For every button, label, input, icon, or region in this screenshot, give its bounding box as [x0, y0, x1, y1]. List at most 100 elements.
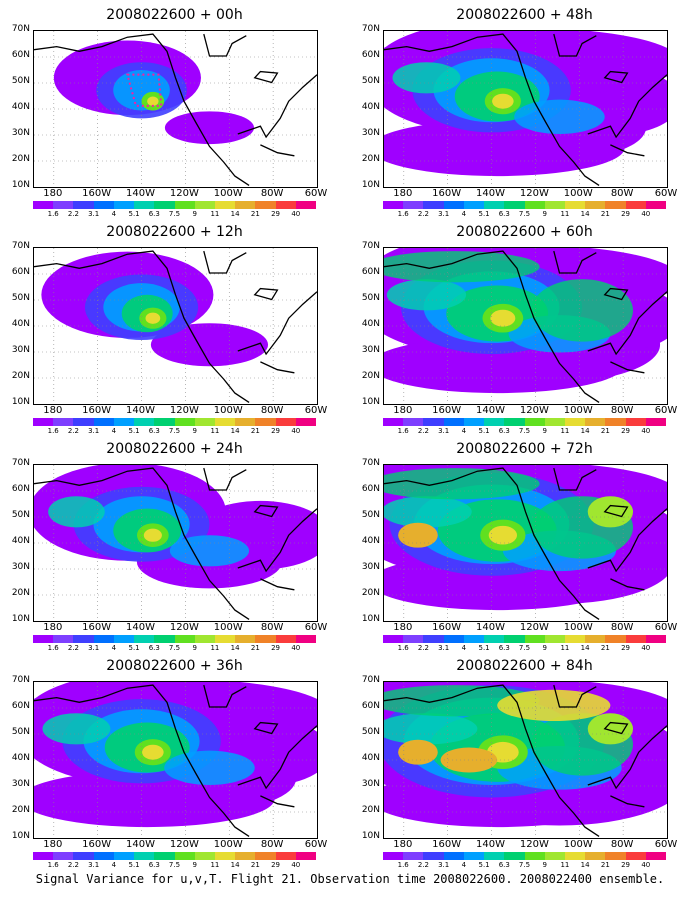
colorbar-swatch — [605, 852, 626, 860]
panel-title: 2008022600 + 00h — [106, 7, 243, 23]
map-canvas — [34, 248, 317, 404]
colorbar-label: 6.3 — [498, 427, 510, 435]
colorbar — [383, 201, 667, 209]
colorbar — [383, 418, 667, 426]
colorbar-label: 6.3 — [498, 644, 510, 652]
colorbar — [33, 418, 317, 426]
colorbar-swatch — [564, 852, 586, 860]
variance-contour — [384, 251, 540, 283]
lat-tick-label: 20N — [11, 805, 30, 815]
variance-contour — [384, 468, 540, 500]
colorbar-label: 4 — [111, 427, 117, 435]
colorbar-swatch — [53, 201, 74, 209]
lat-tick-label: 20N — [11, 154, 30, 164]
colorbar-swatch — [154, 852, 175, 860]
colorbar-swatch — [383, 418, 404, 426]
colorbar-swatch — [585, 635, 606, 643]
colorbar-label: 14 — [580, 210, 590, 218]
colorbar-label: 3.1 — [88, 861, 100, 869]
colorbar-swatch — [174, 201, 195, 209]
colorbar-swatch — [174, 852, 195, 860]
colorbar-label: 5.1 — [128, 861, 140, 869]
lat-tick-label: 60N — [361, 484, 380, 494]
colorbar-swatch — [504, 852, 525, 860]
panel-title: 2008022600 + 12h — [106, 224, 243, 240]
colorbar-swatch — [295, 635, 317, 643]
colorbar-label: 11 — [560, 427, 570, 435]
colorbar-label: 11 — [560, 210, 570, 218]
colorbar-swatch — [33, 635, 54, 643]
colorbar-swatch — [53, 635, 74, 643]
coastline — [34, 33, 317, 186]
colorbar-label: 29 — [271, 644, 281, 652]
colorbar-swatch — [645, 635, 667, 643]
variance-contour — [150, 323, 269, 367]
colorbar-swatch — [524, 201, 545, 209]
colorbar-swatch — [93, 635, 114, 643]
colorbar-label: 11 — [210, 861, 220, 869]
colorbar-swatch — [423, 418, 444, 426]
variance-map — [383, 681, 668, 839]
colorbar-label: 4 — [461, 427, 467, 435]
colorbar-label: 11 — [560, 861, 570, 869]
variance-contour — [497, 689, 611, 721]
colorbar-swatch — [544, 852, 565, 860]
variance-contour — [384, 119, 625, 177]
colorbar-swatch — [33, 201, 54, 209]
colorbar-swatch — [113, 852, 135, 860]
colorbar-label: 29 — [621, 427, 631, 435]
lat-tick-label: 50N — [11, 76, 30, 86]
colorbar-swatch — [235, 852, 256, 860]
lon-tick-label: 100W — [563, 622, 593, 633]
colorbar-swatch — [504, 418, 525, 426]
colorbar-label: 29 — [621, 210, 631, 218]
colorbar-label: 5.1 — [478, 427, 490, 435]
lat-tick-label: 10N — [361, 180, 380, 190]
lat-tick-label: 10N — [11, 397, 30, 407]
lon-tick-label: 60W — [304, 622, 328, 633]
colorbar-swatch — [275, 418, 296, 426]
colorbar-swatch — [383, 201, 404, 209]
variance-contour — [587, 713, 634, 745]
colorbar-label: 9 — [192, 861, 197, 869]
lat-tick-label: 70N — [361, 458, 380, 468]
colorbar-label: 9 — [542, 861, 547, 869]
colorbar-swatch — [53, 418, 74, 426]
lat-tick-label: 40N — [11, 536, 30, 546]
variance-contour — [142, 744, 164, 760]
colorbar-swatch — [645, 852, 667, 860]
lon-tick-label: 140W — [126, 188, 156, 199]
colorbar-swatch — [73, 635, 94, 643]
colorbar-label: 4 — [461, 210, 467, 218]
colorbar-swatch — [544, 418, 565, 426]
colorbar-label: 14 — [230, 644, 240, 652]
lon-tick-label: 80W — [260, 188, 284, 199]
lon-tick-label: 140W — [126, 839, 156, 850]
colorbar-swatch — [585, 418, 606, 426]
colorbar-swatch — [403, 418, 424, 426]
map-canvas — [34, 465, 317, 621]
lat-tick-label: 30N — [361, 128, 380, 138]
variance-contour — [147, 96, 159, 106]
colorbar-swatch — [625, 201, 646, 209]
colorbar-swatch — [463, 635, 485, 643]
lon-tick-label: 80W — [260, 622, 284, 633]
colorbar-swatch — [524, 418, 545, 426]
lon-tick-label: 120W — [169, 622, 199, 633]
panel-title: 2008022600 + 72h — [456, 441, 593, 457]
colorbar-label: 9 — [192, 644, 197, 652]
colorbar-swatch — [443, 635, 464, 643]
lon-tick-label: 100W — [213, 405, 243, 416]
lon-tick-label: 180 — [43, 405, 63, 416]
colorbar-swatch — [463, 201, 485, 209]
variance-map — [383, 247, 668, 405]
lon-tick-label: 180 — [393, 839, 413, 850]
colorbar-swatch — [625, 635, 646, 643]
coastline — [34, 250, 317, 403]
coastline — [384, 684, 667, 837]
lat-tick-label: 60N — [11, 50, 30, 60]
colorbar-label: 9 — [542, 644, 547, 652]
colorbar-swatch — [605, 201, 626, 209]
colorbar-label: 3.1 — [438, 210, 450, 218]
colorbar-label: 29 — [271, 861, 281, 869]
